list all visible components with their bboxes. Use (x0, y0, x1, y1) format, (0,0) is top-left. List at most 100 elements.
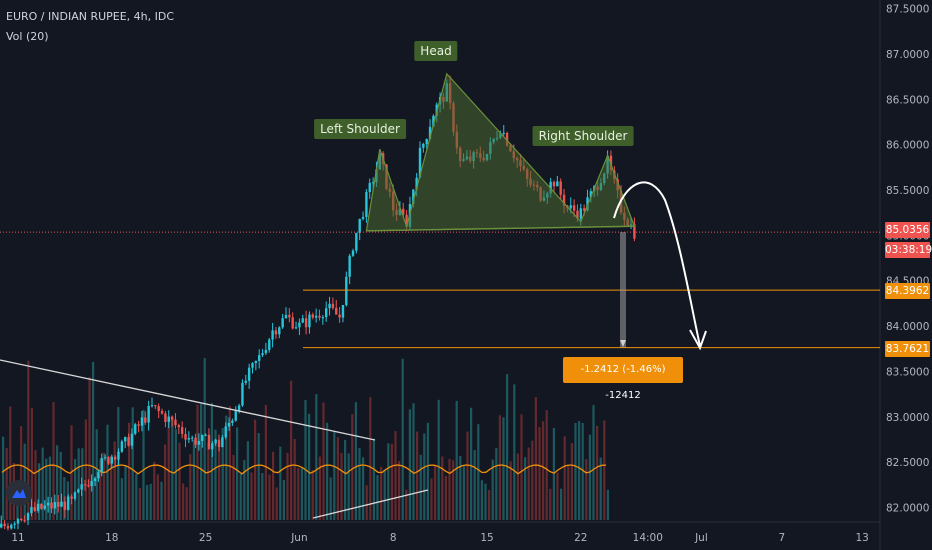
tradingview-logo-icon[interactable] (6, 480, 32, 506)
candle-body (73, 492, 77, 499)
symbol-legend[interactable]: EURO / INDIAN RUPEE, 4h, IDC (6, 10, 175, 23)
volume-bar (567, 465, 570, 520)
candle-body (291, 317, 294, 329)
candle-body (227, 422, 231, 427)
volume-bar (214, 429, 217, 520)
head-and-shoulders-pattern (365, 72, 636, 232)
candle-body (234, 411, 237, 421)
price-range-measurement[interactable]: -1.2412 (-1.46%) -12412 (563, 357, 683, 401)
candle-body (3, 523, 6, 527)
volume-bar (275, 487, 278, 520)
candle-body (341, 304, 345, 318)
volume-bar (135, 473, 138, 520)
candle-body (405, 214, 408, 227)
volume-legend[interactable]: Vol (20) (6, 30, 49, 43)
candle-body (147, 405, 150, 423)
volume-bar (470, 407, 473, 520)
volume-bar (520, 414, 523, 520)
candle-body (278, 327, 281, 335)
volume-bar (585, 459, 588, 520)
volume-bar (250, 472, 253, 520)
volume-bar (462, 466, 465, 520)
candle-body (157, 406, 160, 412)
volume-bar (254, 419, 257, 520)
volume-bar (455, 400, 458, 520)
volume-bar (549, 488, 552, 520)
volume-bar (408, 409, 411, 520)
x-tick-label: 8 (390, 532, 397, 544)
y-tick-label: 87.0000 (886, 49, 929, 61)
candle-body (298, 322, 301, 328)
candle-body (582, 208, 586, 211)
x-tick-label: 25 (199, 532, 212, 544)
candle-body (137, 424, 140, 426)
volume-bar (174, 429, 177, 520)
volume-bar (171, 417, 174, 520)
volume-bar (74, 459, 77, 520)
volume-bar (484, 483, 487, 520)
candle-body (331, 303, 335, 308)
volume-bar (182, 483, 185, 520)
volume-bar (318, 456, 321, 520)
volume-bar (380, 466, 383, 520)
candle-body (194, 437, 197, 445)
volume-bar (524, 457, 527, 520)
candle-body (127, 437, 130, 446)
candle-body (110, 456, 113, 464)
volume-bar (488, 489, 491, 520)
candle-body (0, 523, 3, 528)
measurement-arrow-icon (620, 340, 626, 347)
candle-body (288, 314, 291, 318)
candle-body (301, 318, 304, 323)
volume-bar (376, 475, 379, 520)
projection-arrowhead-icon (689, 329, 707, 351)
candle-body (10, 524, 13, 529)
candle-body (107, 457, 110, 464)
y-tick-label: 83.0000 (886, 412, 929, 424)
volume-bar (596, 425, 599, 520)
volume-bar (192, 439, 195, 520)
volume-bar (394, 431, 397, 520)
volume-bar (243, 460, 246, 520)
candle-body (170, 416, 174, 420)
candle-body (562, 194, 566, 206)
volume-bar (448, 458, 451, 520)
volume-bar (336, 437, 339, 520)
volume-bar (149, 483, 152, 520)
candle-body (368, 182, 371, 193)
volume-bar (210, 403, 213, 520)
candle-body (180, 427, 184, 434)
y-tick-label: 86.5000 (886, 94, 929, 106)
volume-bar (333, 432, 336, 520)
volume-bar (41, 447, 44, 520)
volume-bar (99, 459, 102, 520)
volume-bar (178, 442, 181, 520)
volume-bar (304, 399, 307, 520)
volume-bar (538, 427, 541, 520)
volume-bar (322, 402, 325, 520)
neckline (366, 225, 635, 232)
volume-bar (38, 463, 41, 520)
volume-bar (552, 427, 555, 520)
volume-bar (426, 422, 429, 520)
volume-bar (477, 424, 480, 520)
volume-bar (344, 439, 347, 520)
volume-bar (167, 418, 170, 520)
volume-bar (390, 443, 393, 520)
candle-body (57, 502, 60, 507)
candle-body (361, 216, 365, 219)
candle-body (144, 417, 147, 423)
candle-body (338, 314, 341, 318)
volume-bar (534, 397, 537, 520)
candle-body (254, 360, 258, 364)
candle-body (428, 126, 432, 139)
volume-bar (513, 384, 516, 520)
volume-bar (347, 453, 350, 520)
volume-bar (120, 478, 123, 520)
volume-bar (444, 476, 447, 520)
candle-body (184, 433, 187, 440)
candle-body (90, 481, 93, 487)
candle-body (572, 205, 576, 211)
volume-bar (81, 448, 84, 520)
